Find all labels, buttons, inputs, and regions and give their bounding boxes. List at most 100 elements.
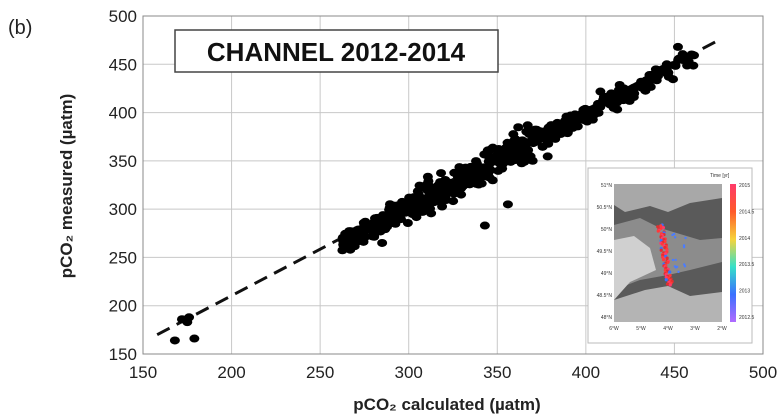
y-tick-label: 300 xyxy=(109,200,137,219)
track-point xyxy=(674,258,677,262)
data-point xyxy=(395,215,406,224)
data-point xyxy=(513,140,524,149)
track-point xyxy=(668,283,672,287)
track-point xyxy=(656,229,660,233)
track-point xyxy=(659,224,663,228)
inset-land-north xyxy=(614,184,722,212)
x-tick-label: 350 xyxy=(483,363,511,382)
data-point xyxy=(388,211,399,220)
data-point xyxy=(189,334,200,343)
title-box: CHANNEL 2012-2014 xyxy=(174,29,499,73)
data-point xyxy=(345,245,356,254)
data-point xyxy=(456,179,467,188)
data-point xyxy=(479,221,490,230)
data-point xyxy=(543,139,554,148)
data-point xyxy=(582,116,593,125)
track-point xyxy=(671,233,674,237)
data-point xyxy=(358,237,369,246)
panel-label: (b) xyxy=(8,17,32,39)
inset-colorbar-tick: 2015 xyxy=(739,183,750,189)
data-point xyxy=(661,66,672,75)
track-point xyxy=(664,275,668,279)
inset-lat-tick: 51°N xyxy=(601,183,613,189)
data-point xyxy=(503,150,514,159)
data-point xyxy=(500,143,511,152)
track-point xyxy=(668,270,672,274)
inset-lon-tick: 6°W xyxy=(609,326,619,332)
inset-land-south xyxy=(614,286,722,322)
track-point xyxy=(666,260,670,264)
data-point xyxy=(487,176,498,185)
data-point xyxy=(384,205,395,214)
data-point xyxy=(358,218,369,227)
data-point xyxy=(426,193,437,202)
data-point xyxy=(337,246,348,255)
y-axis-title: pCO₂ measured (µatm) xyxy=(57,94,76,279)
data-point xyxy=(522,121,533,130)
data-point xyxy=(480,169,491,178)
y-tick-labels: 150 200 250 300 350 400 450 500 xyxy=(109,7,137,364)
data-point xyxy=(417,207,428,216)
data-point xyxy=(437,202,448,211)
inset-lon-tick: 2°W xyxy=(717,326,727,332)
y-tick-label: 400 xyxy=(109,104,137,123)
x-axis-title: pCO₂ calculated (µatm) xyxy=(353,395,540,414)
data-point xyxy=(423,177,434,186)
data-point xyxy=(513,123,524,132)
track-point xyxy=(682,245,686,249)
data-point xyxy=(184,313,195,322)
y-tick-label: 150 xyxy=(109,345,137,364)
data-point xyxy=(404,206,415,215)
data-point xyxy=(521,127,532,136)
data-point xyxy=(169,336,180,345)
inset-lon-tick: 5°W xyxy=(636,326,646,332)
data-point xyxy=(436,169,447,178)
inset-colorbar-ticks: 2015 2014.5 2014 2013.5 2013 2012.5 xyxy=(739,183,755,321)
data-point xyxy=(495,150,506,159)
data-point xyxy=(683,57,694,66)
data-point xyxy=(368,228,379,237)
track-point xyxy=(663,252,668,256)
data-point xyxy=(597,98,608,107)
x-tick-label: 200 xyxy=(217,363,245,382)
plot-frame xyxy=(142,15,764,355)
data-point xyxy=(531,125,542,134)
data-point xyxy=(502,200,513,209)
track-point xyxy=(665,282,670,286)
inset-land-west xyxy=(614,236,656,300)
data-point xyxy=(673,54,684,63)
inset-lat-tick: 48°N xyxy=(601,315,613,321)
inset-lat-tick: 50°N xyxy=(601,227,613,233)
x-tick-label: 450 xyxy=(660,363,688,382)
data-points xyxy=(169,42,699,345)
data-point xyxy=(375,221,386,230)
data-point xyxy=(572,115,583,124)
inset-lat-tick: 49°N xyxy=(601,271,613,277)
data-point xyxy=(388,218,399,227)
inset-lat-ticks: 51°N 50.5°N 50°N 49.5°N 49°N 48.5°N 48°N xyxy=(597,183,613,321)
track-point xyxy=(673,265,677,268)
data-point xyxy=(449,168,460,177)
data-point xyxy=(425,204,436,213)
track-point xyxy=(659,248,663,252)
data-point xyxy=(647,75,658,84)
data-point xyxy=(350,238,361,247)
inset-colorbar-tick: 2013.5 xyxy=(739,262,755,268)
data-point xyxy=(542,152,553,161)
x-tick-label: 150 xyxy=(129,363,157,382)
data-point xyxy=(448,197,459,206)
inset-colorbar-title: Time [yr] xyxy=(710,173,730,179)
data-point xyxy=(578,105,589,114)
data-point xyxy=(443,185,454,194)
data-point xyxy=(346,232,357,241)
y-tick-label: 250 xyxy=(109,248,137,267)
data-point xyxy=(508,130,519,139)
data-point xyxy=(605,100,616,109)
data-point xyxy=(688,51,699,60)
inset-colorbar-tick: 2013 xyxy=(739,289,750,295)
track-point xyxy=(661,258,666,262)
x-tick-label: 250 xyxy=(306,363,334,382)
data-point xyxy=(471,179,482,188)
data-point xyxy=(505,157,516,166)
track-point xyxy=(664,278,668,282)
